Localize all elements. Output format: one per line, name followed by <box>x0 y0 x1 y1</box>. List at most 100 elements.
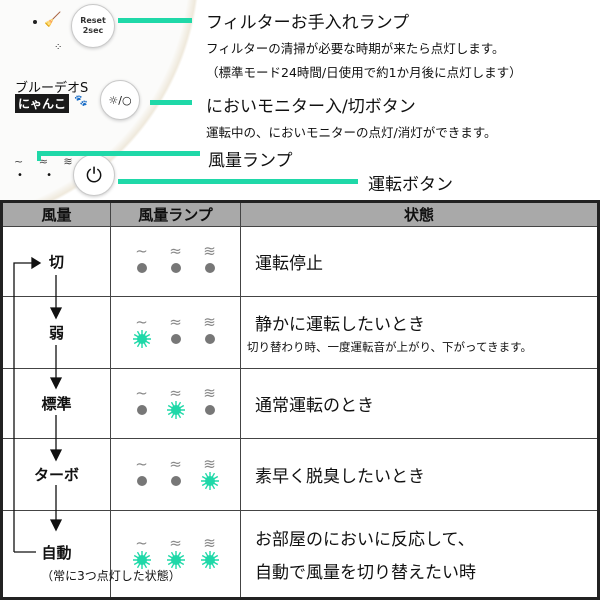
lamp-cell: ~ ≈ ≋ <box>111 439 241 511</box>
lamp-lit-icon <box>200 471 220 493</box>
lamp-lit-icon <box>132 550 152 572</box>
wind-callout-line <box>37 151 200 156</box>
broom-icon: 🧹 <box>44 12 62 28</box>
odor-desc: 運転中の、においモニターの点灯/消灯ができます。 <box>206 125 497 140</box>
state-text: 静かに運転したいとき <box>255 315 425 335</box>
wind-lamp-glyphs: ~ ≈ ≋ <box>14 155 79 168</box>
level-cell: 自動 （常に3つ点灯した状態） <box>3 511 181 597</box>
wind-lamp-on: ~ <box>132 312 152 351</box>
brand-name: ブルーデオS <box>15 81 89 96</box>
wave-icon: ≈ <box>169 241 182 260</box>
wind-lamp-off: ~ <box>132 454 152 493</box>
lamp-lit-icon <box>166 550 186 572</box>
wind-lamp-off: ~ <box>132 241 152 280</box>
odor-title: においモニター入/切ボタン <box>206 97 416 117</box>
state-text: 通常運転のとき <box>255 396 374 416</box>
dots-icon: ⁘ <box>54 42 63 53</box>
state-cell: 素早く脱臭したいとき <box>241 439 597 511</box>
wind-lamp-off: ~ <box>132 385 152 422</box>
wind-lamp-on: ~ <box>132 536 152 572</box>
wind-lamp-on: ≈ <box>166 536 186 572</box>
wind-title: 風量ランプ <box>208 151 293 171</box>
wave-icon: ~ <box>135 454 148 473</box>
lamp-dot-icon <box>200 258 220 280</box>
wind-lamp-off: ≈ <box>166 241 186 280</box>
reset-button[interactable]: Reset 2sec <box>71 4 115 48</box>
level-cell: 切 <box>3 227 111 297</box>
wind-lamp-on: ≋ <box>200 536 220 572</box>
header-state: 状態 <box>241 203 597 227</box>
wave-icon: ≈ <box>169 534 182 552</box>
table-row: ターボ ~ ≈ ≋ 素早く脱臭したいとき <box>3 439 597 511</box>
wind-lamp-off: ≋ <box>200 385 220 422</box>
state-cell: お部屋のにおいに反応して、 自動で風量を切り替えたい時 <box>241 511 597 597</box>
filter-callout-line <box>118 18 192 23</box>
wave-icon: ~ <box>135 534 148 552</box>
wind-lamp-on: ≈ <box>166 383 186 422</box>
odor-monitor-icon: ☼/○ <box>108 93 132 107</box>
level-label: ターボ <box>31 464 81 485</box>
lamp-lit-icon <box>166 400 186 422</box>
lamp-lit-icon <box>132 329 152 351</box>
run-title: 運転ボタン <box>368 175 453 195</box>
level-cell: 弱 <box>3 297 111 369</box>
filter-lamp-indicator <box>33 20 37 24</box>
wave-icon: ~ <box>135 312 148 331</box>
level-label: 標準 <box>39 393 74 414</box>
power-button[interactable]: ⏻ <box>73 154 115 196</box>
table-row: 弱 ~ ≈ ≋ 静かに運転したいとき切り替わり時、一度運転音が上がり、下がってきます。 <box>3 297 597 369</box>
reset-label: Reset <box>80 16 106 25</box>
wave-icon: ≋ <box>203 241 216 260</box>
lamp-dot-icon <box>132 400 152 422</box>
header-level: 風量 <box>3 203 111 227</box>
reset-duration: 2sec <box>82 26 104 35</box>
wind-level-table: 風量 風量ランプ 状態 切 ~ ≈ ≋ 運転停止弱 ~ ≈ ≋ 静かに運転したいとき切り替わり時… <box>0 200 600 600</box>
state-text: お部屋のにおいに反応して、 <box>255 530 475 550</box>
wave-icon: ≋ <box>203 454 216 473</box>
state-cell: 通常運転のとき <box>241 369 597 439</box>
wave-icon: ≋ <box>203 312 216 331</box>
level-label: 弱 <box>46 322 66 343</box>
lamp-lit-icon <box>200 550 220 572</box>
header-lamp: 風量ランプ <box>111 203 241 227</box>
wave-icon: ≈ <box>169 312 182 331</box>
level-cell: ターボ <box>3 439 111 511</box>
power-icon: ⏻ <box>86 163 102 187</box>
table-row: 標準 ~ ≈ ≋ 通常運転のとき <box>3 369 597 439</box>
state-text: 運転停止 <box>255 254 323 274</box>
run-callout-line <box>118 179 358 184</box>
level-note: （常に3つ点灯した状態） <box>41 569 181 583</box>
wave-icon: ≋ <box>203 534 216 552</box>
paw-icon: 🐾 <box>74 94 88 107</box>
table-row: 自動 （常に3つ点灯した状態） ~ ≈ ≋ お部屋のにおいに反応して、 自動で風量を切り替え… <box>3 511 597 597</box>
wind-callout-tick <box>37 151 41 161</box>
lamp-cell: ~ ≈ ≋ <box>111 511 241 597</box>
lamp-dot-icon <box>166 258 186 280</box>
level-label: 切 <box>46 251 66 272</box>
wind-lamp-off: ≋ <box>200 241 220 280</box>
wind-lamp-on: ≋ <box>200 454 220 493</box>
brand-badge: にゃんこ <box>15 94 70 113</box>
wave-icon: ≈ <box>169 454 182 473</box>
state-cell: 運転停止 <box>241 227 597 297</box>
filter-desc-1: フィルターの清掃が必要な時期が来たら点灯します。 <box>206 41 505 56</box>
filter-title: フィルターお手入れランプ <box>206 13 410 33</box>
table-header: 風量 風量ランプ 状態 <box>3 203 597 227</box>
state-text: 素早く脱臭したいとき <box>255 467 425 487</box>
lamp-dot-icon <box>166 329 186 351</box>
state-note: 切り替わり時、一度運転音が上がり、下がってきます。 <box>247 340 532 354</box>
wind-lamp-off: ≈ <box>166 312 186 351</box>
wave-icon: ≈ <box>169 383 182 402</box>
state-cell: 静かに運転したいとき切り替わり時、一度運転音が上がり、下がってきます。 <box>241 297 597 369</box>
lamp-cell: ~ ≈ ≋ <box>111 369 241 439</box>
odor-callout-line <box>150 100 192 105</box>
odor-monitor-button[interactable]: ☼/○ <box>100 80 140 120</box>
level-label: 自動 <box>39 542 74 563</box>
filter-desc-2: （標準モード24時間/日使用で約1か月後に点灯します） <box>206 65 522 80</box>
wind-lamp-off: ≈ <box>166 454 186 493</box>
lamp-dot-icon <box>132 258 152 280</box>
lamp-dot-icon <box>132 471 152 493</box>
wave-icon: ~ <box>135 241 148 260</box>
lamp-cell: ~ ≈ ≋ <box>111 227 241 297</box>
